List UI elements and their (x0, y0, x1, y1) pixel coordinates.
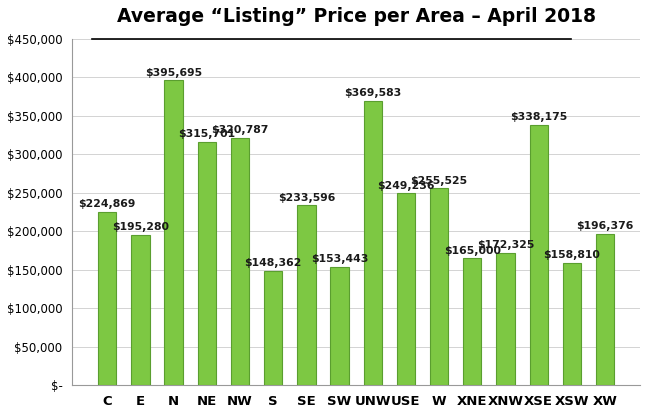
Bar (596, 234, 614, 386)
Text: $165,000: $165,000 (444, 246, 501, 256)
Bar (563, 263, 581, 386)
Bar (231, 138, 249, 386)
Bar (131, 235, 149, 386)
Text: $255,525: $255,525 (411, 176, 468, 186)
Text: $315,701: $315,701 (178, 129, 236, 139)
Bar (164, 81, 182, 386)
Bar (463, 258, 481, 386)
Bar (297, 205, 316, 386)
Bar (331, 267, 349, 386)
Text: $369,583: $369,583 (344, 88, 401, 98)
Text: $395,695: $395,695 (145, 68, 202, 78)
Bar (198, 142, 216, 386)
Text: $233,596: $233,596 (278, 193, 335, 203)
Text: $338,175: $338,175 (510, 112, 567, 122)
Text: $249,236: $249,236 (377, 181, 435, 190)
Text: $148,362: $148,362 (245, 258, 302, 269)
Bar (264, 271, 282, 386)
Text: $196,376: $196,376 (576, 221, 634, 231)
Text: $172,325: $172,325 (477, 240, 534, 250)
Bar (397, 193, 415, 386)
Bar (98, 212, 116, 386)
Bar (530, 125, 548, 386)
Text: $158,810: $158,810 (543, 250, 600, 260)
Bar (496, 253, 514, 386)
Bar (430, 188, 448, 386)
Title: Average “Listing” Price per Area – April 2018: Average “Listing” Price per Area – April… (116, 7, 596, 26)
Text: $153,443: $153,443 (311, 254, 368, 264)
Text: $320,787: $320,787 (212, 125, 269, 135)
Text: $195,280: $195,280 (112, 222, 169, 232)
Text: $224,869: $224,869 (78, 199, 136, 210)
Bar (364, 100, 382, 386)
